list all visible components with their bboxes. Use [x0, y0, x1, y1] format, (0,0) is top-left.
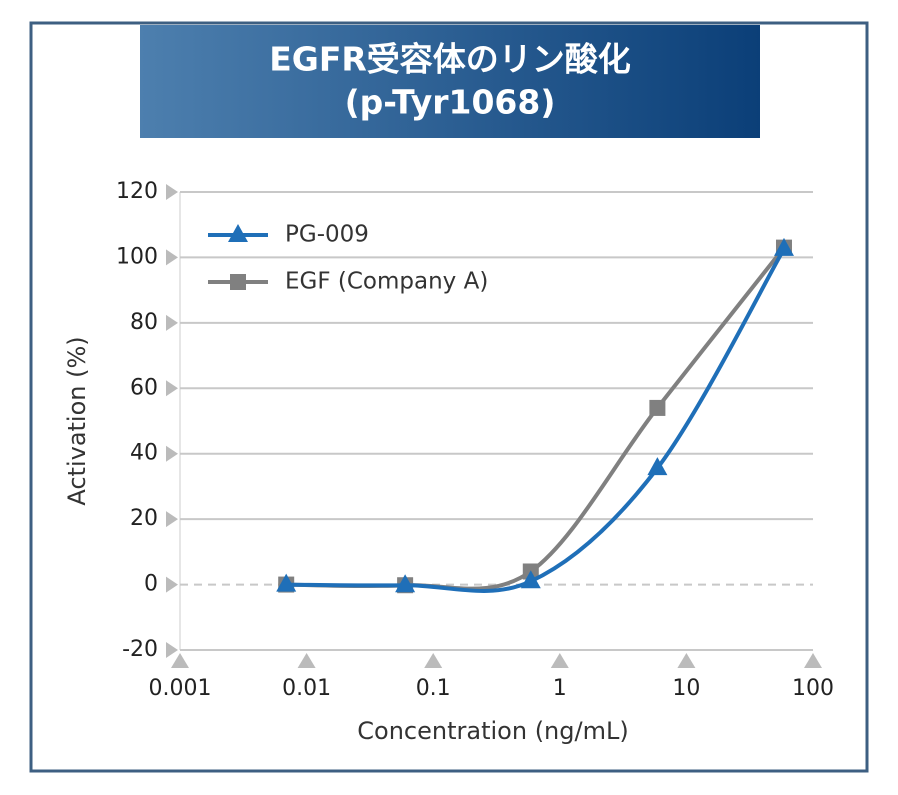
x-tick-label: 100	[792, 676, 834, 701]
legend-marker	[230, 274, 246, 290]
y-tick-mark	[166, 642, 178, 658]
y-tick-label: 80	[130, 310, 158, 335]
y-axis-label: Activation (%)	[63, 336, 91, 505]
y-tick-mark	[166, 380, 178, 397]
y-tick-mark	[166, 445, 178, 462]
y-tick-label: -20	[122, 637, 158, 662]
frame	[29, 21, 869, 773]
x-tick-mark	[677, 653, 696, 668]
y-tick-label: 20	[130, 506, 158, 531]
y-tick-label: 120	[116, 179, 158, 204]
y-tick-label: 60	[130, 375, 158, 400]
x-tick-label: 0.001	[149, 676, 212, 701]
legend-label: EGF (Company A)	[285, 269, 488, 295]
x-tick-label: 0.1	[416, 676, 451, 701]
legend-marker	[228, 224, 248, 242]
chart-title: EGFR受容体のリン酸化	[269, 40, 631, 79]
data-point	[395, 574, 416, 593]
y-tick-label: 0	[144, 572, 158, 597]
x-tick-mark	[297, 653, 316, 668]
y-tick-label: 40	[130, 441, 158, 466]
data-point	[520, 570, 541, 589]
x-tick-mark	[171, 653, 189, 668]
y-tick-label: 100	[116, 244, 158, 269]
data-point	[649, 399, 666, 416]
y-tick-mark	[166, 184, 178, 200]
chart-title: (p-Tyr1068)	[345, 83, 556, 122]
x-tick-label: 0.01	[282, 676, 331, 701]
data-point	[773, 237, 794, 256]
y-tick-mark	[166, 249, 178, 266]
title-banner	[140, 25, 760, 138]
series-line	[286, 247, 786, 593]
x-tick-label: 10	[672, 676, 700, 701]
x-tick-mark	[804, 653, 822, 668]
y-tick-mark	[166, 314, 178, 331]
data-point	[276, 573, 297, 592]
x-tick-mark	[424, 653, 443, 668]
series-line	[286, 246, 786, 591]
x-axis-label: Concentration (ng/mL)	[357, 717, 628, 745]
x-tick-mark	[550, 653, 569, 668]
data-point	[647, 457, 668, 476]
legend-label: PG-009	[285, 222, 369, 248]
y-tick-mark	[166, 511, 178, 528]
y-tick-mark	[166, 576, 178, 593]
x-tick-label: 1	[553, 676, 567, 701]
